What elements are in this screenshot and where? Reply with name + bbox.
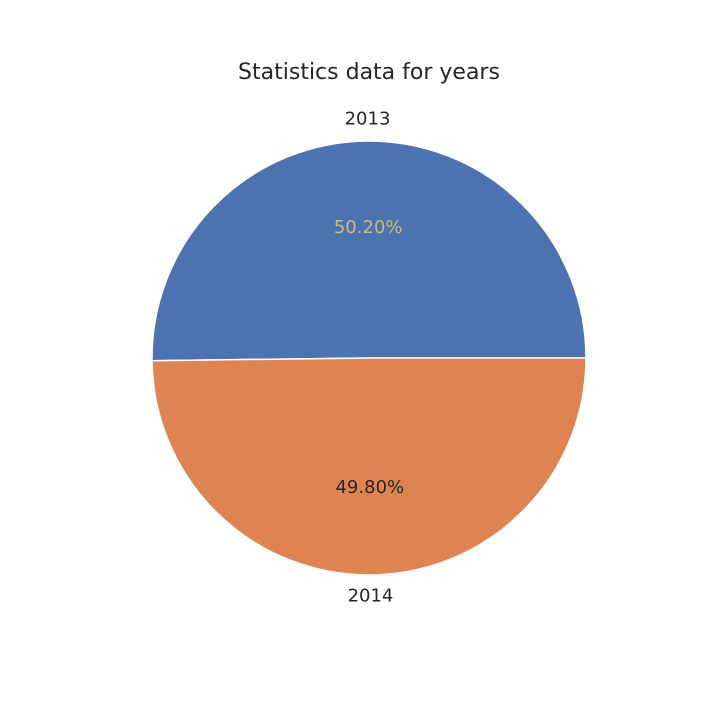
labels-layer: 2013 50.20% 2014 49.80% — [334, 108, 404, 606]
pct-label-2013: 50.20% — [334, 217, 403, 238]
slice-label-2013: 2013 — [345, 108, 391, 129]
pct-label-2014: 49.80% — [335, 477, 404, 498]
pie-slice-2014 — [151, 357, 587, 576]
pie-slice-2013 — [151, 140, 587, 362]
slice-label-2014: 2014 — [348, 586, 394, 607]
chart-title: Statistics data for years — [238, 60, 500, 85]
slices-layer — [151, 140, 587, 576]
